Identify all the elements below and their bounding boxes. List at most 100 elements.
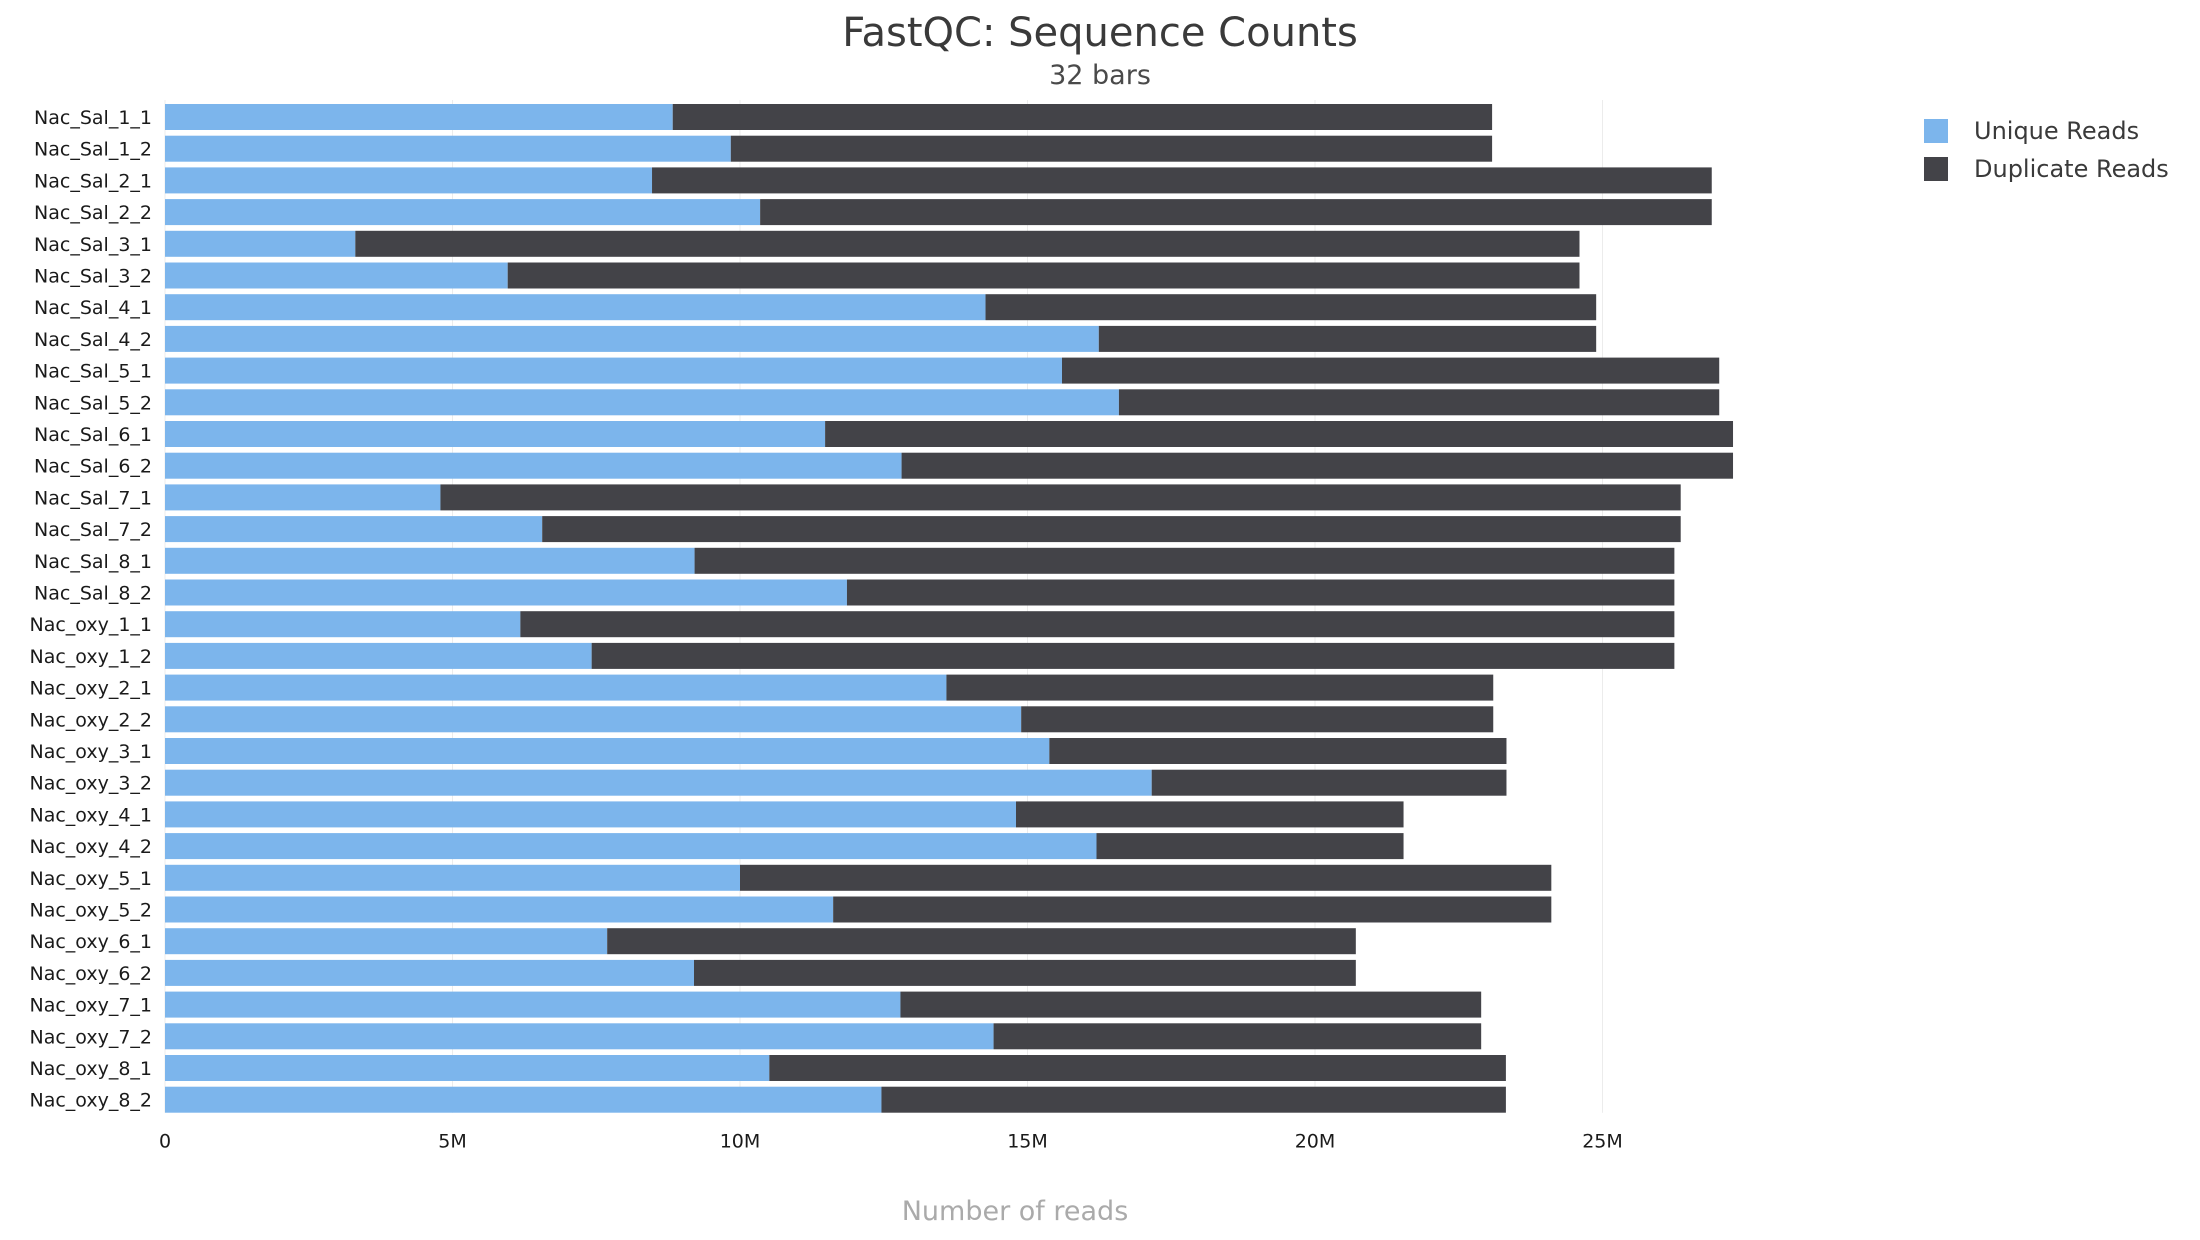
- bar-unique-reads[interactable]: [165, 484, 441, 511]
- bar-unique-reads[interactable]: [165, 801, 1016, 828]
- bar-duplicate-reads[interactable]: [607, 928, 1356, 955]
- bar-duplicate-reads[interactable]: [591, 642, 1675, 669]
- category-label: Nac_Sal_8_2: [34, 583, 152, 605]
- category-label: Nac_Sal_4_2: [34, 329, 152, 351]
- category-label: Nac_Sal_2_1: [34, 170, 152, 192]
- category-label: Nac_oxy_2_2: [29, 709, 152, 731]
- bar-duplicate-reads[interactable]: [507, 262, 1580, 289]
- bar-duplicate-reads[interactable]: [1098, 325, 1597, 352]
- bar-duplicate-reads[interactable]: [1062, 357, 1720, 384]
- category-label: Nac_oxy_1_2: [29, 646, 152, 668]
- bar-unique-reads[interactable]: [165, 642, 592, 669]
- bar-duplicate-reads[interactable]: [825, 421, 1734, 447]
- chart-subtitle: 32 bars: [1049, 60, 1151, 91]
- bar-unique-reads[interactable]: [165, 389, 1119, 416]
- category-label: Nac_Sal_7_1: [34, 487, 152, 509]
- category-label: Nac_Sal_3_1: [34, 234, 152, 256]
- category-label: Nac_Sal_4_1: [34, 297, 152, 319]
- bar-unique-reads[interactable]: [165, 611, 521, 638]
- bar-unique-reads[interactable]: [165, 135, 731, 162]
- bar-duplicate-reads[interactable]: [520, 611, 1675, 638]
- bar-unique-reads[interactable]: [165, 674, 947, 701]
- bar-unique-reads[interactable]: [165, 1086, 882, 1113]
- bar-duplicate-reads[interactable]: [1049, 738, 1507, 764]
- bar-duplicate-reads[interactable]: [1096, 833, 1404, 860]
- bar-unique-reads[interactable]: [165, 167, 653, 194]
- bar-unique-reads[interactable]: [165, 452, 902, 479]
- legend-item-unique[interactable]: Unique Reads: [1924, 112, 2169, 150]
- bar-unique-reads[interactable]: [165, 1055, 770, 1081]
- bar-duplicate-reads[interactable]: [985, 294, 1597, 321]
- bar-duplicate-reads[interactable]: [542, 516, 1681, 543]
- category-label: Nac_Sal_6_1: [34, 424, 152, 446]
- bar-unique-reads[interactable]: [165, 706, 1022, 733]
- category-label: Nac_oxy_3_2: [29, 773, 152, 795]
- bar-unique-reads[interactable]: [165, 262, 508, 289]
- bar-unique-reads[interactable]: [165, 230, 356, 257]
- category-label: Nac_oxy_5_1: [29, 868, 152, 890]
- legend-label-unique: Unique Reads: [1974, 117, 2140, 145]
- bar-duplicate-reads[interactable]: [901, 452, 1734, 479]
- legend-swatch-duplicate: [1924, 157, 1948, 181]
- bar-duplicate-reads[interactable]: [355, 230, 1580, 257]
- category-label: Nac_oxy_3_1: [29, 741, 152, 763]
- bar-unique-reads[interactable]: [165, 896, 834, 923]
- legend: Unique Reads Duplicate Reads: [1924, 112, 2169, 188]
- bar-unique-reads[interactable]: [165, 199, 761, 226]
- bar-unique-reads[interactable]: [165, 959, 694, 986]
- x-tick-label: 0: [159, 1131, 171, 1153]
- x-tick-label: 20M: [1295, 1131, 1336, 1153]
- bar-unique-reads[interactable]: [165, 294, 986, 321]
- category-label: Nac_oxy_8_2: [29, 1090, 152, 1112]
- bar-unique-reads[interactable]: [165, 738, 1050, 764]
- bar-unique-reads[interactable]: [165, 864, 740, 891]
- x-tick-label: 5M: [438, 1131, 466, 1153]
- bar-duplicate-reads[interactable]: [1016, 801, 1404, 828]
- bar-duplicate-reads[interactable]: [440, 484, 1681, 511]
- category-label: Nac_Sal_3_2: [34, 266, 152, 288]
- bar-unique-reads[interactable]: [165, 547, 695, 574]
- category-label: Nac_Sal_7_2: [34, 519, 152, 541]
- bar-duplicate-reads[interactable]: [740, 864, 1552, 891]
- chart-title: FastQC: Sequence Counts: [842, 10, 1358, 56]
- bar-unique-reads[interactable]: [165, 769, 1152, 796]
- bar-duplicate-reads[interactable]: [769, 1055, 1506, 1081]
- bar-duplicate-reads[interactable]: [993, 1023, 1482, 1050]
- bar-duplicate-reads[interactable]: [730, 135, 1493, 162]
- bar-duplicate-reads[interactable]: [846, 579, 1675, 606]
- bar-unique-reads[interactable]: [165, 833, 1097, 860]
- bar-unique-reads[interactable]: [165, 1023, 994, 1050]
- bar-duplicate-reads[interactable]: [672, 104, 1493, 130]
- bar-duplicate-reads[interactable]: [652, 167, 1712, 194]
- category-label: Nac_Sal_2_2: [34, 202, 152, 224]
- bar-duplicate-reads[interactable]: [694, 547, 1675, 574]
- bar-unique-reads[interactable]: [165, 104, 673, 130]
- bar-duplicate-reads[interactable]: [1118, 389, 1720, 416]
- bar-duplicate-reads[interactable]: [833, 896, 1552, 923]
- bar-duplicate-reads[interactable]: [760, 199, 1712, 226]
- category-label: Nac_Sal_5_2: [34, 392, 152, 414]
- bar-duplicate-reads[interactable]: [1151, 769, 1507, 796]
- bar-duplicate-reads[interactable]: [694, 959, 1356, 986]
- bar-duplicate-reads[interactable]: [881, 1086, 1506, 1113]
- category-label: Nac_oxy_6_2: [29, 963, 152, 985]
- bar-duplicate-reads[interactable]: [1021, 706, 1494, 733]
- bar-unique-reads[interactable]: [165, 357, 1062, 384]
- bar-unique-reads[interactable]: [165, 516, 543, 543]
- category-label: Nac_Sal_1_1: [34, 107, 152, 129]
- bar-unique-reads[interactable]: [165, 421, 826, 447]
- category-label: Nac_oxy_5_2: [29, 900, 152, 922]
- bar-duplicate-reads[interactable]: [900, 991, 1482, 1018]
- x-axis-label: Number of reads: [902, 1196, 1129, 1227]
- legend-item-duplicate[interactable]: Duplicate Reads: [1924, 150, 2169, 188]
- bar-duplicate-reads[interactable]: [946, 674, 1494, 701]
- bar-unique-reads[interactable]: [165, 325, 1099, 352]
- legend-swatch-unique: [1924, 119, 1948, 143]
- category-label: Nac_oxy_7_2: [29, 1026, 152, 1048]
- category-label: Nac_Sal_8_1: [34, 551, 152, 573]
- bar-unique-reads[interactable]: [165, 928, 608, 955]
- bar-unique-reads[interactable]: [165, 579, 847, 606]
- bar-unique-reads[interactable]: [165, 991, 901, 1018]
